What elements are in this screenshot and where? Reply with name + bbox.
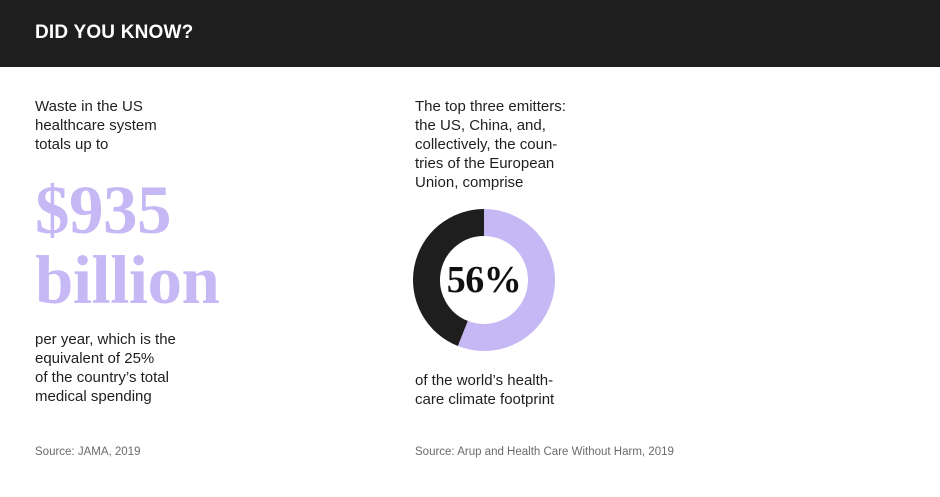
donut-slice-share [457,209,555,351]
source-right: Source: Arup and Health Care Without Har… [415,446,674,458]
left-intro-line: healthcare system [35,117,157,134]
right-intro-line: the US, China, and, [415,117,546,134]
donut-slice-rest [413,209,485,347]
donut-chart: 56% [413,209,555,351]
left-intro-line: Waste in the US [35,98,143,115]
left-intro-line: totals up to [35,136,109,153]
header-banner: DID YOU KNOW? [0,0,940,67]
left-intro-text: Waste in the US healthcare system totals… [35,97,157,154]
right-outro-line: care climate footprint [415,391,555,408]
right-intro-line: The top three emitters: [415,98,566,115]
waste-figure: $935 billion [35,172,220,318]
right-intro-line: collectively, the coun- [415,136,558,153]
left-outro-line: of the country’s total [35,369,169,386]
left-outro-line: per year, which is the [35,331,176,348]
left-outro-text: per year, which is the equivalent of 25%… [35,330,176,406]
left-outro-line: equivalent of 25% [35,350,155,367]
left-outro-line: medical spending [35,388,152,405]
waste-figure-unit: billion [35,242,220,318]
donut-chart-svg [413,209,555,351]
right-outro-line: of the world’s health- [415,372,554,389]
source-left: Source: JAMA, 2019 [35,446,141,458]
right-intro-line: Union, comprise [415,174,524,191]
waste-figure-amount: $935 [35,172,172,248]
donut-center-label: 56% [446,259,522,301]
right-intro-text: The top three emitters: the US, China, a… [415,97,566,192]
header-title: DID YOU KNOW? [35,22,194,43]
right-intro-line: tries of the European [415,155,555,172]
right-outro-text: of the world’s health- care climate foot… [415,371,554,409]
